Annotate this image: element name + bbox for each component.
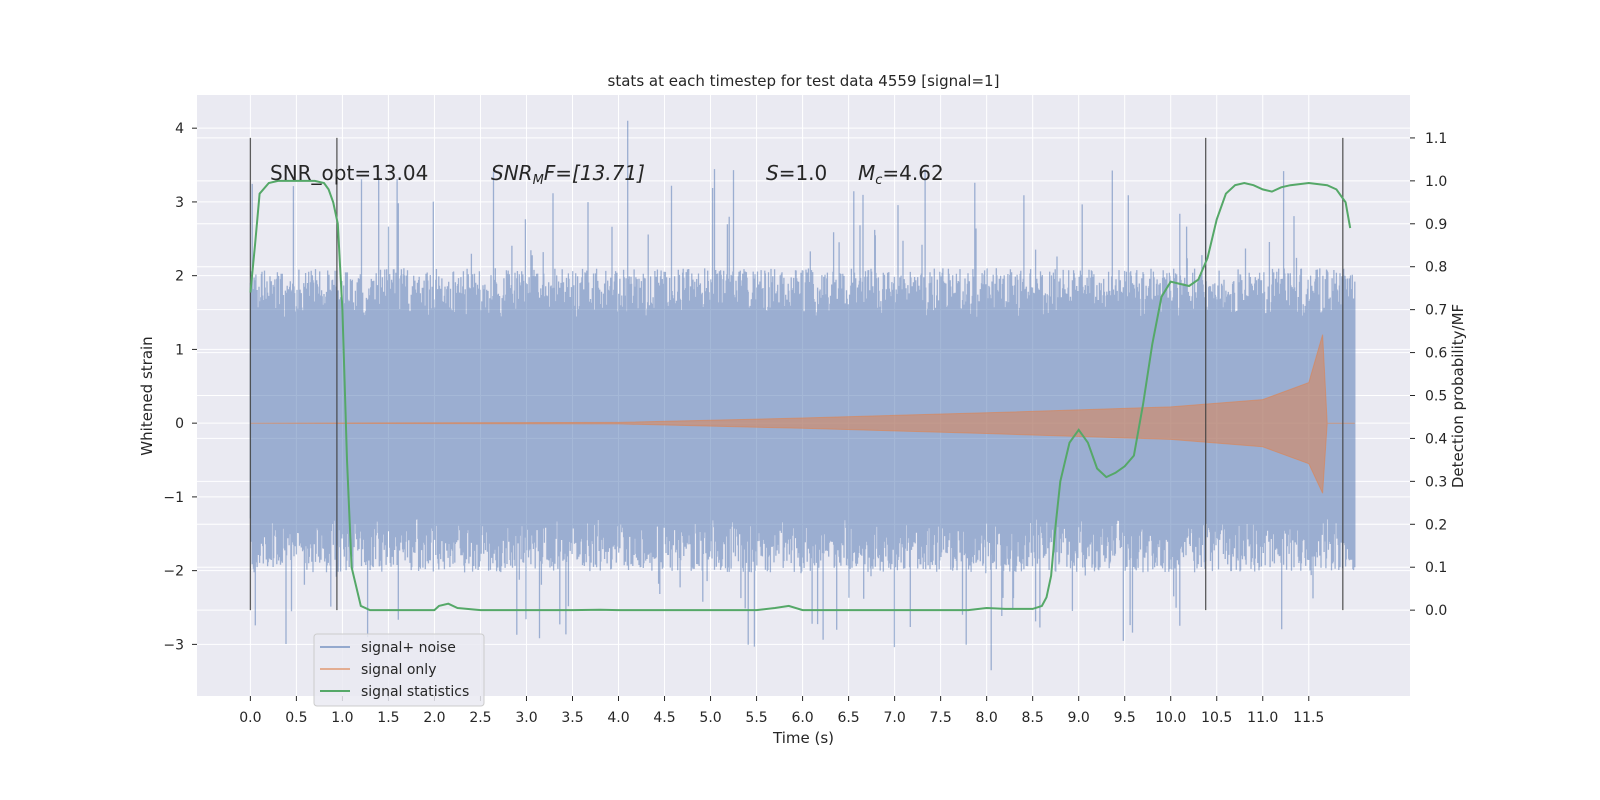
x-tick-label: 10.0	[1155, 710, 1186, 726]
x-tick-label: 7.5	[929, 710, 951, 726]
right-y-tick-label: 0.5	[1425, 389, 1447, 405]
right-y-tick-label: 0.1	[1425, 560, 1447, 576]
x-tick-label: 3.5	[561, 710, 583, 726]
legend-label-signal-only: signal only	[361, 662, 436, 678]
y-tick-label: 3	[175, 195, 184, 211]
x-tick-label: 8.0	[976, 710, 998, 726]
annotation-s: S=1.0	[766, 161, 827, 185]
x-tick-label: 4.0	[607, 710, 629, 726]
chart-title: stats at each timestep for test data 455…	[608, 72, 1000, 90]
annotation-snr-mf: SNRMF=[13.71]	[491, 161, 645, 188]
right-y-tick-label: 0.6	[1425, 346, 1447, 362]
series-signal-only	[250, 334, 1355, 494]
y-axis-ticks: −3 −2 −1 0 1 2 3 4	[163, 121, 197, 653]
x-tick-label: 9.0	[1068, 710, 1090, 726]
x-tick-label: 3.0	[515, 710, 537, 726]
x-tick-label: 5.5	[745, 710, 767, 726]
legend-box	[313, 633, 485, 707]
x-tick-label: 8.5	[1022, 710, 1044, 726]
legend-label-signal-statistics: signal statistics	[361, 684, 469, 700]
signal-statistics-line	[249, 179, 1352, 612]
x-tick-label: 2.0	[423, 710, 445, 726]
x-tick-label: 11.0	[1247, 710, 1278, 726]
legend: signal+ noise signal only signal statist…	[313, 633, 485, 707]
signal-only-envelope	[250, 334, 1355, 494]
y-tick-label: 1	[175, 342, 184, 358]
x-axis-ticks: 0.0 0.5 1.0 1.5 2.0 2.5 3.0 3.5 4.0 4.5 5.0 5.5 6.0 6…	[239, 696, 1324, 726]
right-y-tick-label: 0.3	[1425, 474, 1447, 490]
x-tick-label: 1.0	[331, 710, 353, 726]
x-tick-label: 9.5	[1114, 710, 1136, 726]
legend-label-signal-noise: signal+ noise	[361, 640, 456, 656]
right-y-tick-label: 1.1	[1425, 131, 1447, 147]
y-tick-label: 2	[175, 269, 184, 285]
x-tick-label: 1.5	[377, 710, 399, 726]
right-y-tick-label: 0.9	[1425, 217, 1447, 233]
x-tick-label: 7.0	[883, 710, 905, 726]
x-tick-label: 0.0	[239, 710, 261, 726]
series-signal-statistics	[249, 179, 1352, 612]
y-tick-label: −2	[163, 564, 184, 580]
right-y-axis-label: Detection probability/MF	[1449, 304, 1467, 488]
right-y-axis-ticks: 0.0 0.1 0.2 0.3 0.4 0.5 0.6 0.7 0.8 0.9 1.0 1.1	[1410, 131, 1447, 619]
y-tick-label: 4	[175, 121, 184, 137]
x-tick-label: 11.5	[1293, 710, 1324, 726]
annotation-mc: Mc=4.62	[858, 161, 944, 188]
y-tick-label: 0	[175, 416, 184, 432]
right-y-tick-label: 1.0	[1425, 174, 1447, 190]
right-y-tick-label: 0.2	[1425, 517, 1447, 533]
x-tick-label: 10.5	[1201, 710, 1232, 726]
x-tick-label: 5.0	[699, 710, 721, 726]
y-tick-label: −3	[163, 637, 184, 653]
x-axis-label: Time (s)	[772, 729, 834, 747]
right-y-tick-label: 0.8	[1425, 260, 1447, 276]
right-y-tick-label: 0.7	[1425, 303, 1447, 319]
x-tick-label: 2.5	[469, 710, 491, 726]
y-axis-label: Whitened strain	[138, 336, 156, 455]
x-tick-label: 6.5	[837, 710, 859, 726]
y-tick-label: −1	[163, 490, 184, 506]
right-y-tick-label: 0.4	[1425, 431, 1447, 447]
x-tick-label: 0.5	[285, 710, 307, 726]
x-tick-label: 4.5	[653, 710, 675, 726]
x-tick-label: 6.0	[791, 710, 813, 726]
annotation-snr-opt: SNR_opt=13.04	[270, 161, 428, 185]
right-y-tick-label: 0.0	[1425, 603, 1447, 619]
